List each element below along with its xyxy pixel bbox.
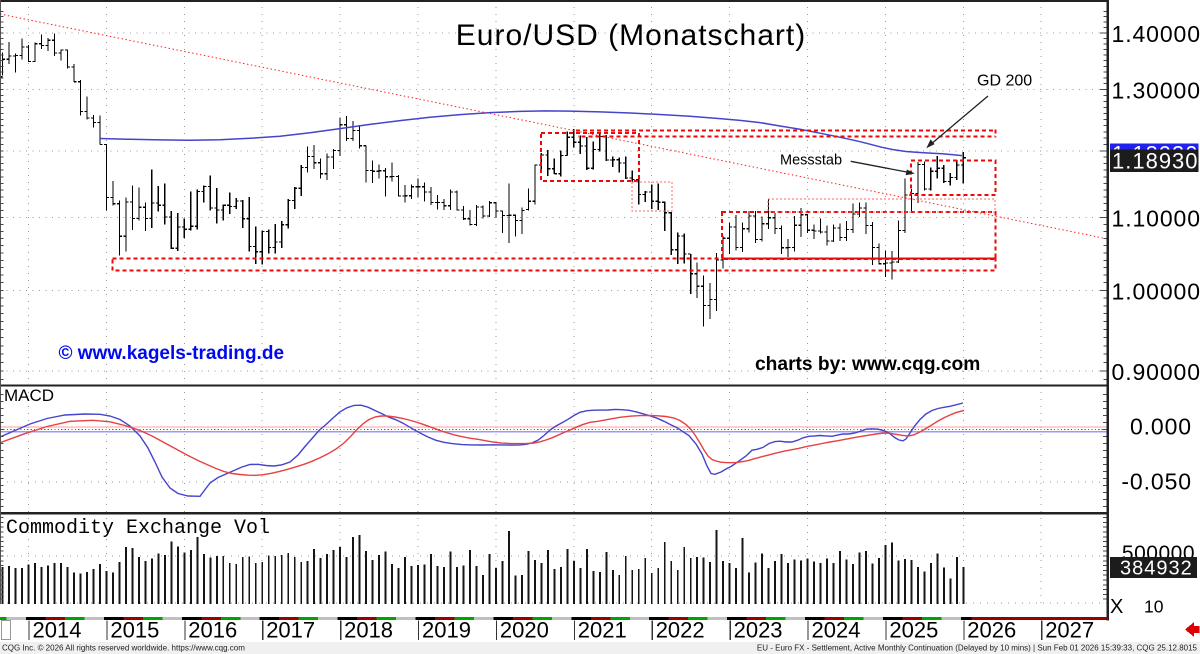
svg-text:charts by: www.cqg.com: charts by: www.cqg.com bbox=[755, 354, 980, 375]
svg-text:2018: 2018 bbox=[344, 618, 393, 643]
svg-text:GD 200: GD 200 bbox=[977, 73, 1032, 90]
svg-text:Commodity Exchange Vol: Commodity Exchange Vol bbox=[6, 517, 270, 540]
svg-text:1.30000: 1.30000 bbox=[1112, 78, 1200, 104]
svg-text:2019: 2019 bbox=[422, 618, 471, 643]
svg-text:CQG Inc. © 2026 All rights res: CQG Inc. © 2026 All rights reserved worl… bbox=[2, 644, 245, 653]
svg-text:0.90000: 0.90000 bbox=[1112, 359, 1200, 385]
svg-text:2022: 2022 bbox=[656, 618, 705, 643]
svg-text:-0.050: -0.050 bbox=[1121, 469, 1192, 495]
svg-text:© www.kagels-trading.de: © www.kagels-trading.de bbox=[59, 343, 285, 364]
svg-text:1.40000: 1.40000 bbox=[1112, 21, 1200, 47]
svg-text:10: 10 bbox=[1144, 597, 1164, 617]
svg-text:2014: 2014 bbox=[33, 618, 82, 643]
svg-text:2026: 2026 bbox=[967, 618, 1016, 643]
svg-text:2016: 2016 bbox=[188, 618, 237, 643]
svg-text:2020: 2020 bbox=[500, 618, 549, 643]
svg-text:Euro/USD (Monatschart): Euro/USD (Monatschart) bbox=[456, 19, 806, 52]
svg-text:2017: 2017 bbox=[266, 618, 315, 643]
svg-text:EU - Euro FX - Settlement, Act: EU - Euro FX - Settlement, Active Monthl… bbox=[757, 644, 1198, 653]
svg-text:2027: 2027 bbox=[1045, 618, 1094, 643]
svg-text:2024: 2024 bbox=[812, 618, 861, 643]
svg-text:0.000: 0.000 bbox=[1130, 414, 1192, 440]
svg-text:384932: 384932 bbox=[1120, 558, 1193, 580]
svg-text:2025: 2025 bbox=[889, 618, 938, 643]
svg-text:MACD: MACD bbox=[4, 386, 54, 405]
svg-text:1.00000: 1.00000 bbox=[1112, 278, 1200, 304]
svg-text:2015: 2015 bbox=[110, 618, 159, 643]
svg-text:Messstab: Messstab bbox=[780, 153, 842, 169]
svg-text:1.18930: 1.18930 bbox=[1112, 149, 1199, 174]
svg-text:2023: 2023 bbox=[734, 618, 783, 643]
svg-text:2021: 2021 bbox=[578, 618, 627, 643]
svg-text:1.10000: 1.10000 bbox=[1112, 205, 1200, 231]
svg-text:X: X bbox=[1110, 596, 1123, 618]
